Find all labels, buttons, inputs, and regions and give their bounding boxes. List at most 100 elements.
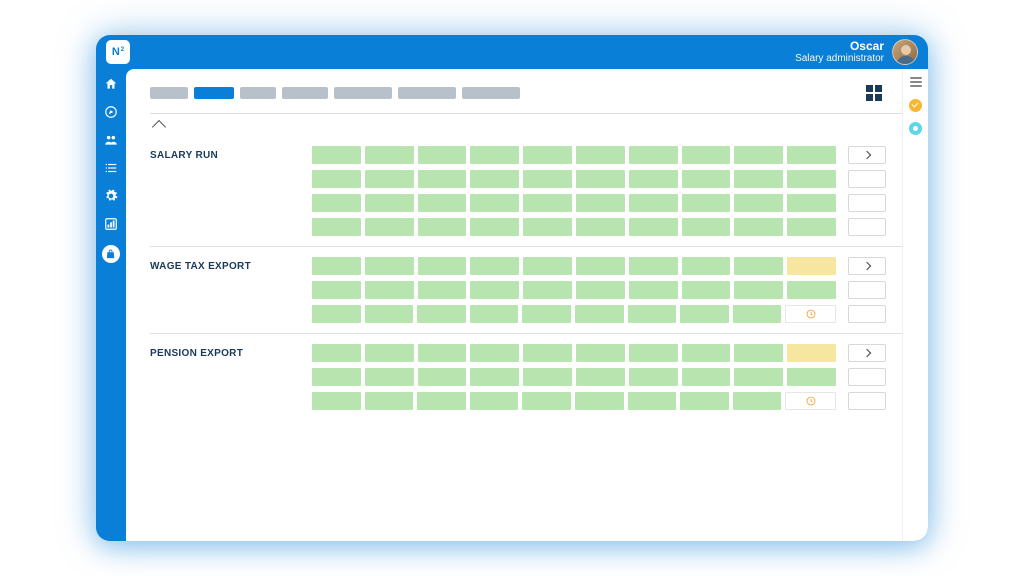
status-cell[interactable] [734,218,783,236]
status-cell[interactable] [576,218,625,236]
status-badge-info[interactable] [909,122,922,135]
avatar[interactable] [892,39,918,65]
tab-4[interactable] [334,87,392,99]
status-cell[interactable] [575,392,624,410]
user-block[interactable]: Oscar Salary administrator [795,40,884,64]
status-cell[interactable] [787,281,836,299]
tab-1[interactable] [194,87,234,99]
status-cell[interactable] [523,218,572,236]
status-cell[interactable] [418,146,467,164]
status-cell[interactable] [470,392,519,410]
status-cell[interactable] [628,392,677,410]
status-cell[interactable] [523,194,572,212]
status-cell[interactable] [787,218,836,236]
grid-view-icon[interactable] [866,85,882,101]
status-cell[interactable] [522,392,571,410]
compass-icon[interactable] [104,105,118,119]
status-cell[interactable] [365,344,414,362]
action-box-blank[interactable] [848,281,886,299]
status-cell[interactable] [629,218,678,236]
status-cell[interactable] [470,281,519,299]
tab-3[interactable] [282,87,328,99]
action-box-blank[interactable] [848,305,886,323]
tab-0[interactable] [150,87,188,99]
status-cell[interactable] [418,194,467,212]
status-cell[interactable] [523,146,572,164]
status-cell[interactable] [312,194,361,212]
status-cell[interactable] [734,368,783,386]
tab-6[interactable] [462,87,520,99]
status-cell[interactable] [365,392,414,410]
status-cell[interactable] [470,218,519,236]
expand-button[interactable] [848,257,886,275]
status-cell[interactable] [682,218,731,236]
status-cell[interactable] [418,218,467,236]
status-cell[interactable] [576,344,625,362]
status-cell[interactable] [365,170,414,188]
status-cell[interactable] [470,257,519,275]
status-cell[interactable] [470,170,519,188]
status-cell[interactable] [575,305,624,323]
status-cell[interactable] [418,368,467,386]
status-cell[interactable] [629,368,678,386]
clock-cell[interactable] [785,305,836,323]
status-cell[interactable] [576,257,625,275]
status-cell[interactable] [365,257,414,275]
action-box-blank[interactable] [848,170,886,188]
status-cell[interactable] [470,344,519,362]
status-cell[interactable] [365,281,414,299]
status-cell[interactable] [470,146,519,164]
tab-5[interactable] [398,87,456,99]
status-cell[interactable] [682,194,731,212]
people-icon[interactable] [104,133,118,147]
status-cell[interactable] [734,257,783,275]
home-icon[interactable] [104,77,118,91]
status-cell[interactable] [787,257,836,275]
chart-icon[interactable] [104,217,118,231]
status-cell[interactable] [417,392,466,410]
status-cell[interactable] [365,368,414,386]
status-cell[interactable] [312,344,361,362]
status-cell[interactable] [629,170,678,188]
status-cell[interactable] [576,194,625,212]
status-cell[interactable] [576,281,625,299]
status-cell[interactable] [418,344,467,362]
status-cell[interactable] [470,194,519,212]
status-cell[interactable] [365,194,414,212]
status-cell[interactable] [470,305,519,323]
status-cell[interactable] [787,146,836,164]
status-cell[interactable] [787,170,836,188]
status-cell[interactable] [734,194,783,212]
status-cell[interactable] [629,146,678,164]
status-cell[interactable] [682,344,731,362]
expand-button[interactable] [848,344,886,362]
status-cell[interactable] [365,218,414,236]
hamburger-icon[interactable] [909,75,923,89]
collapse-row[interactable] [150,113,902,136]
shop-icon[interactable] [102,245,120,263]
status-cell[interactable] [629,344,678,362]
status-cell[interactable] [523,281,572,299]
status-cell[interactable] [312,392,361,410]
status-cell[interactable] [680,305,729,323]
list-icon[interactable] [104,161,118,175]
status-cell[interactable] [629,194,678,212]
status-cell[interactable] [734,281,783,299]
status-cell[interactable] [470,368,519,386]
status-cell[interactable] [365,146,414,164]
status-cell[interactable] [734,170,783,188]
gear-icon[interactable] [104,189,118,203]
status-cell[interactable] [312,257,361,275]
status-cell[interactable] [787,194,836,212]
action-box-blank[interactable] [848,368,886,386]
status-cell[interactable] [733,392,782,410]
status-cell[interactable] [682,170,731,188]
status-cell[interactable] [312,146,361,164]
status-cell[interactable] [312,281,361,299]
status-cell[interactable] [682,281,731,299]
status-cell[interactable] [523,368,572,386]
status-cell[interactable] [682,146,731,164]
status-cell[interactable] [629,281,678,299]
status-cell[interactable] [734,146,783,164]
status-cell[interactable] [522,305,571,323]
